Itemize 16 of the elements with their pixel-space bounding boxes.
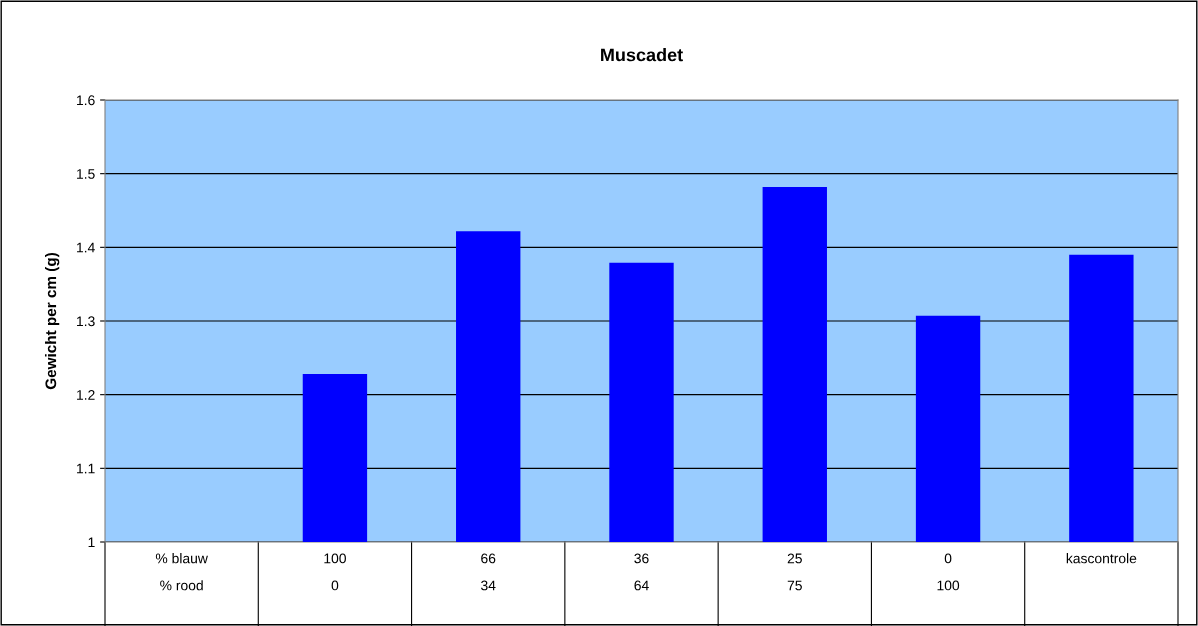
y-tick-label: 1.2 [77, 390, 95, 400]
category-label: 25 75 [787, 553, 802, 591]
y-tick-label: 1.5 [77, 169, 95, 179]
y-tick-label: 1 [88, 537, 95, 548]
y-tick-label: 1.3 [77, 316, 95, 327]
y-axis-title: Gewicht per cm (g) [45, 252, 60, 390]
category-label: 0 100 [937, 553, 960, 591]
y-tick-label: 1.1 [77, 463, 95, 474]
x-tick-label: kascontrole [1066, 553, 1137, 564]
category-label: 100 0 [324, 553, 346, 591]
category-label: 36 64 [634, 553, 649, 591]
chart-title: Muscadet [601, 48, 683, 62]
category-label: % blauw % rood [155, 553, 208, 591]
category-label: 66 34 [481, 553, 496, 591]
y-tick-label: 1.4 [77, 242, 95, 253]
y-tick-label: 1.6 [77, 95, 95, 106]
